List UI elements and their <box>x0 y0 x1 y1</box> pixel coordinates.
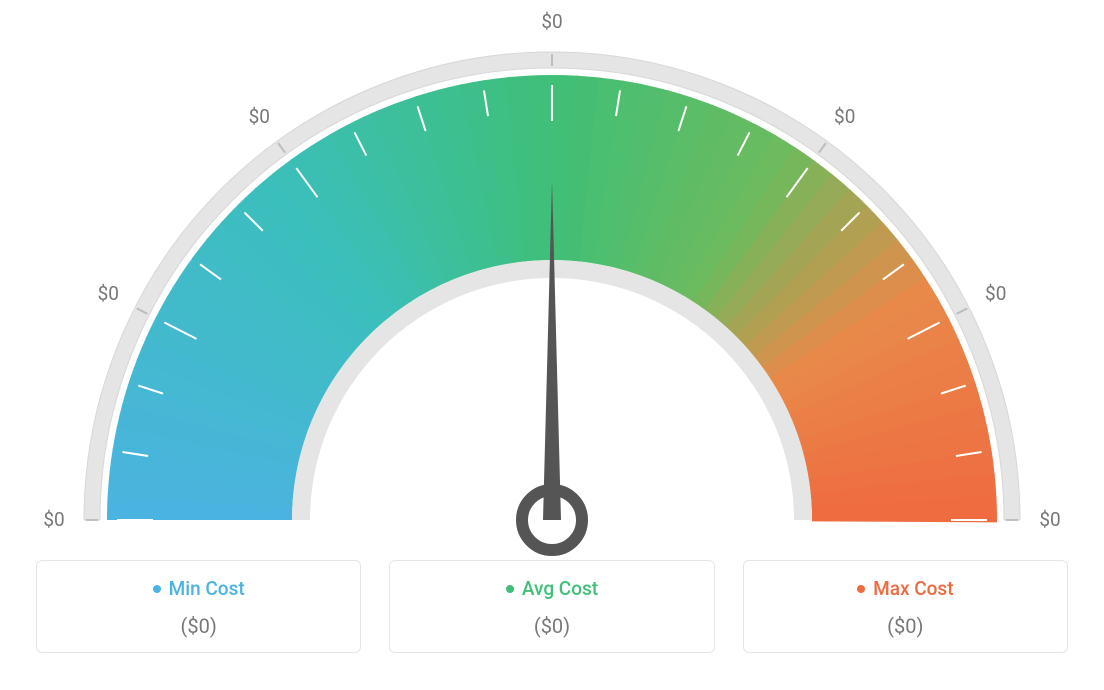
legend-label-text-avg: Avg Cost <box>522 577 598 600</box>
legend-card-min: Min Cost ($0) <box>36 560 361 653</box>
gauge-tick-label: $0 <box>541 10 562 33</box>
gauge-tick-label: $0 <box>98 282 119 305</box>
legend-label-avg: Avg Cost <box>506 577 598 600</box>
legend-card-max: Max Cost ($0) <box>743 560 1068 653</box>
legend-dot-max <box>857 585 865 593</box>
legend-dot-min <box>153 585 161 593</box>
gauge-tick-label: $0 <box>43 508 64 531</box>
cost-gauge: $0 $0 $0 $0 $0 $0 $0 <box>0 0 1104 560</box>
legend-label-max: Max Cost <box>857 577 953 600</box>
legend-value-avg: ($0) <box>400 614 703 638</box>
gauge-tick-label: $0 <box>1039 508 1060 531</box>
legend-label-text-max: Max Cost <box>873 577 953 600</box>
legend-label-text-min: Min Cost <box>169 577 245 600</box>
legend-label-min: Min Cost <box>153 577 245 600</box>
gauge-svg: $0 $0 $0 $0 $0 $0 $0 <box>22 10 1082 570</box>
gauge-tick-label: $0 <box>834 105 855 128</box>
legend-row: Min Cost ($0) Avg Cost ($0) Max Cost ($0) <box>36 560 1068 653</box>
legend-value-max: ($0) <box>754 614 1057 638</box>
legend-card-avg: Avg Cost ($0) <box>389 560 714 653</box>
legend-dot-avg <box>506 585 514 593</box>
gauge-tick-label: $0 <box>249 105 270 128</box>
legend-value-min: ($0) <box>47 614 350 638</box>
gauge-tick-label: $0 <box>985 282 1006 305</box>
